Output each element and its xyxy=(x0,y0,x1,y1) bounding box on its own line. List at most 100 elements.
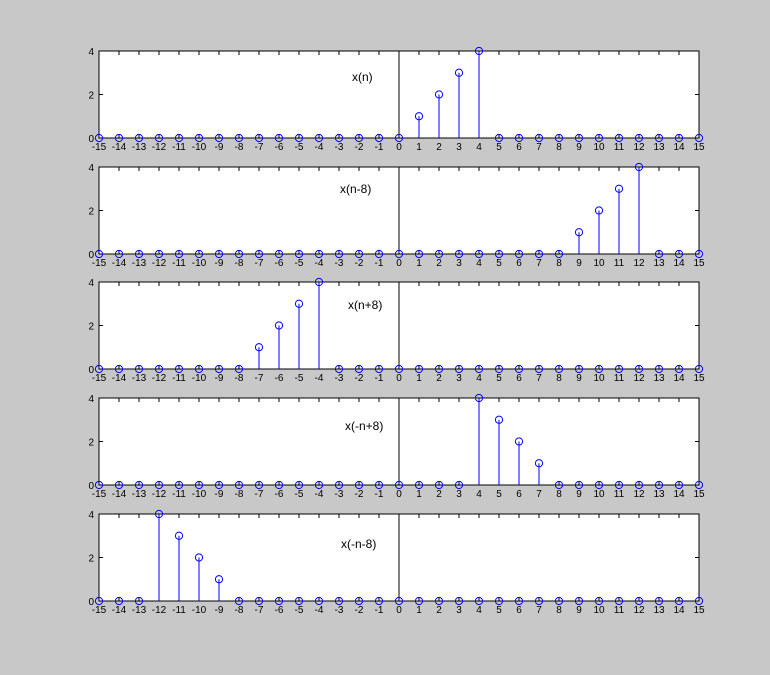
x-tick-label: 14 xyxy=(673,605,685,616)
stem-marker xyxy=(454,596,464,606)
stem-marker xyxy=(634,162,644,172)
y-tick-label: 0 xyxy=(88,250,94,261)
x-tick-label: -3 xyxy=(335,142,344,153)
x-tick-label: -8 xyxy=(235,605,244,616)
stem-marker xyxy=(594,133,604,143)
x-tick-label: 1 xyxy=(416,258,422,269)
stem-marker xyxy=(454,364,464,374)
stem-marker xyxy=(474,249,484,259)
stem-marker xyxy=(534,133,544,143)
stem-marker xyxy=(574,133,584,143)
x-tick-label: 14 xyxy=(673,258,685,269)
stem-marker xyxy=(634,480,644,490)
subplot-5: 024-15 -14 -13 -12 -11 -10 -9 -8 -7 -6 -5 -4 -3 -2 -1 0… xyxy=(88,509,705,616)
stem-marker xyxy=(134,480,144,490)
x-tick-label: 15 xyxy=(693,373,705,384)
x-tick-label: 1 xyxy=(416,373,422,384)
stem-marker xyxy=(514,249,524,259)
x-tick-label: 7 xyxy=(536,489,542,500)
stem-marker xyxy=(294,596,304,606)
stem-marker xyxy=(634,364,644,374)
x-tick-label: -4 xyxy=(315,142,324,153)
x-tick-label: 4 xyxy=(476,489,482,500)
x-tick-label: -6 xyxy=(275,142,284,153)
stem-marker xyxy=(294,249,304,259)
stem-marker xyxy=(254,596,264,606)
stem-marker xyxy=(274,133,284,143)
x-tick-label: 2 xyxy=(436,142,442,153)
x-tick-label: -12 xyxy=(152,142,167,153)
x-tick-label: -6 xyxy=(275,605,284,616)
x-tick-label: -8 xyxy=(235,373,244,384)
stem-marker xyxy=(574,228,584,237)
x-tick-label: 13 xyxy=(653,142,665,153)
stem-marker xyxy=(174,249,184,259)
x-tick-label: -6 xyxy=(275,489,284,500)
x-tick-label: -9 xyxy=(215,489,224,500)
x-tick-label: -12 xyxy=(152,605,167,616)
x-tick-label: -15 xyxy=(92,373,107,384)
subplot-annotation: x(n+8) xyxy=(348,298,382,312)
stem-marker xyxy=(554,249,564,259)
stem-marker xyxy=(214,364,224,374)
x-tick-label: -11 xyxy=(172,258,186,269)
stem-marker xyxy=(694,133,704,143)
x-tick-label: -11 xyxy=(172,605,186,616)
stem-marker xyxy=(514,133,524,143)
x-tick-label: 12 xyxy=(633,489,645,500)
stem-marker xyxy=(394,133,404,143)
stem-marker xyxy=(694,596,704,606)
stem-marker xyxy=(394,249,404,259)
stem-marker xyxy=(354,133,364,143)
stem-marker xyxy=(474,393,484,403)
stem-marker xyxy=(614,480,624,490)
stem-marker xyxy=(254,133,264,143)
stem-marker xyxy=(234,480,244,490)
stem-marker xyxy=(354,596,364,606)
stem-marker xyxy=(634,596,644,606)
x-tick-label: 11 xyxy=(614,142,625,153)
x-tick-label: -3 xyxy=(335,258,344,269)
x-tick-label: 0 xyxy=(396,258,402,269)
stem-marker xyxy=(654,249,664,259)
stem-marker xyxy=(534,249,544,259)
y-tick-label: 2 xyxy=(88,438,94,449)
stem-marker xyxy=(274,321,284,330)
x-tick-label: 7 xyxy=(536,142,542,153)
y-tick-label: 2 xyxy=(88,554,94,565)
x-tick-label: 13 xyxy=(653,258,665,269)
x-tick-label: 15 xyxy=(693,489,705,500)
stem-marker xyxy=(134,596,144,606)
x-tick-label: 10 xyxy=(593,142,605,153)
stem-marker xyxy=(114,133,124,143)
x-tick-label: 12 xyxy=(633,258,645,269)
stem-marker xyxy=(554,480,564,490)
x-tick-label: 13 xyxy=(653,605,665,616)
x-tick-label: -1 xyxy=(375,605,384,616)
x-tick-label: -10 xyxy=(192,373,207,384)
stem-marker xyxy=(314,249,324,259)
x-tick-label: -7 xyxy=(255,142,264,153)
subplot-annotation: x(-n-8) xyxy=(341,537,376,551)
x-tick-label: -7 xyxy=(255,373,264,384)
x-tick-label: -14 xyxy=(112,605,127,616)
x-tick-label: 13 xyxy=(653,373,665,384)
y-tick-label: 0 xyxy=(88,481,94,492)
stem-marker xyxy=(454,249,464,259)
x-tick-label: -5 xyxy=(295,142,304,153)
stem-marker xyxy=(654,480,664,490)
x-tick-label: -1 xyxy=(375,258,384,269)
x-tick-label: -14 xyxy=(112,373,127,384)
stem-marker xyxy=(234,596,244,606)
x-tick-label: -6 xyxy=(275,258,284,269)
x-tick-label: 9 xyxy=(576,373,582,384)
stem-marker xyxy=(134,364,144,374)
x-tick-label: 6 xyxy=(516,489,522,500)
y-tick-label: 4 xyxy=(88,510,94,521)
stem-marker xyxy=(294,299,304,308)
stem-marker xyxy=(474,46,484,56)
x-tick-label: 0 xyxy=(396,142,402,153)
x-tick-label: -1 xyxy=(375,489,384,500)
stem-marker xyxy=(334,133,344,143)
